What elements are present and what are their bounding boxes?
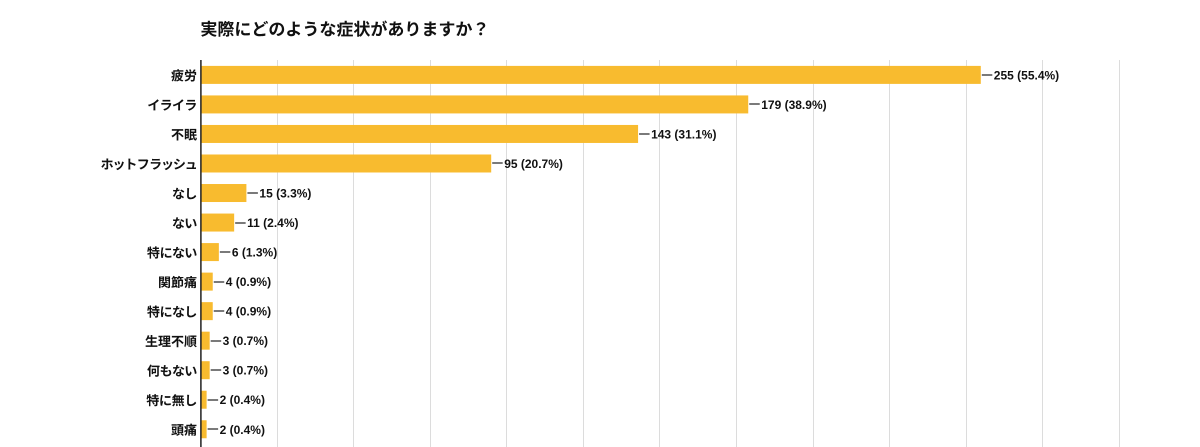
- svg-text:11 (2.4%): 11 (2.4%): [247, 216, 298, 230]
- svg-text:15 (3.3%): 15 (3.3%): [259, 187, 311, 201]
- svg-text:4 (0.9%): 4 (0.9%): [226, 305, 271, 319]
- svg-text:2 (0.4%): 2 (0.4%): [220, 393, 265, 407]
- svg-text:3 (0.7%): 3 (0.7%): [223, 334, 268, 348]
- svg-text:179 (38.9%): 179 (38.9%): [761, 98, 826, 112]
- svg-text:255 (55.4%): 255 (55.4%): [994, 68, 1059, 82]
- svg-text:2 (0.4%): 2 (0.4%): [220, 423, 265, 437]
- svg-text:95 (20.7%): 95 (20.7%): [504, 157, 563, 171]
- svg-text:3 (0.7%): 3 (0.7%): [223, 364, 268, 378]
- svg-text:4 (0.9%): 4 (0.9%): [226, 275, 271, 289]
- svg-text:6 (1.3%): 6 (1.3%): [232, 246, 277, 260]
- svg-text:143 (31.1%): 143 (31.1%): [651, 127, 716, 141]
